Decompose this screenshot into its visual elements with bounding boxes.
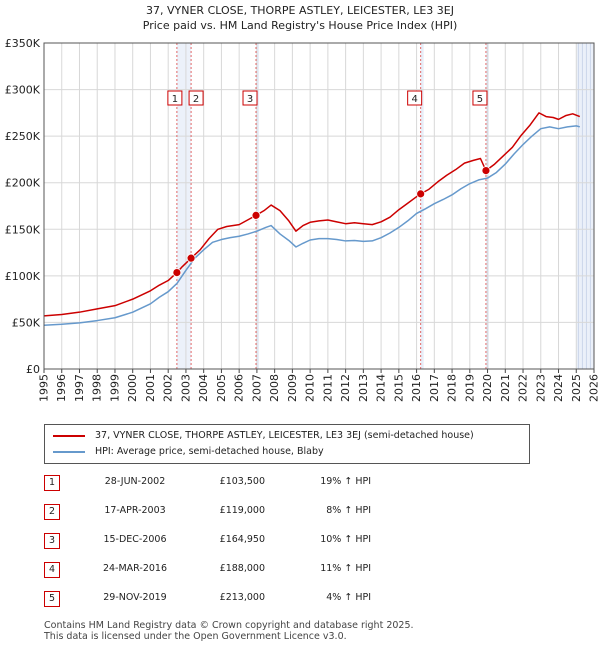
hpi-line: [43, 125, 581, 326]
y-tick-label: £100K: [5, 270, 41, 283]
sale-date: 24-MAR-2016: [102, 563, 168, 574]
sale-number-1: 1: [172, 94, 178, 105]
x-tick-label: 2004: [197, 374, 210, 402]
y-tick-label: £250K: [5, 130, 41, 143]
sale-number-2: 2: [193, 94, 199, 105]
sale-hpi-change: 10% ↑ HPI: [320, 534, 371, 545]
chart-title: 37, VYNER CLOSE, THORPE ASTLEY, LEICESTE…: [146, 4, 454, 17]
x-tick-label: 2006: [233, 374, 246, 402]
sale-marker-2: [186, 253, 196, 263]
x-tick-label: 2012: [339, 374, 352, 402]
y-tick-label: £300K: [5, 84, 41, 97]
x-tick-label: 2017: [428, 374, 441, 402]
x-tick-label: 1996: [55, 374, 68, 402]
x-tick-label: 2005: [215, 374, 228, 402]
x-tick-label: 2013: [357, 374, 370, 402]
sale-number-badge: 4: [44, 562, 60, 578]
x-tick-label: 1995: [38, 374, 51, 402]
sale-number-4: 4: [411, 94, 417, 105]
x-tick-label: 1999: [108, 374, 121, 402]
sales-table-row: 2 17-APR-2003 £119,000 8% ↑ HPI: [0, 503, 600, 523]
sale-marker-1: [172, 268, 182, 277]
sales-table-row: 5 29-NOV-2019 £213,000 4% ↑ HPI: [0, 590, 600, 610]
sale-number-3: 3: [247, 94, 253, 105]
sale-hpi-change: 8% ↑ HPI: [326, 505, 371, 516]
y-tick-label: £0: [26, 363, 40, 376]
sale-marker-4: [416, 189, 426, 199]
sale-price: £164,950: [219, 534, 265, 545]
sale-number-badge: 5: [44, 591, 60, 607]
footer-copyright: Contains HM Land Registry data © Crown c…: [44, 620, 414, 631]
x-tick-label: 2001: [144, 374, 157, 402]
plot-area: [44, 43, 594, 369]
x-tick-label: 1997: [73, 374, 86, 402]
legend-property-swatch: [53, 435, 85, 437]
sale-price: £213,000: [219, 592, 265, 603]
sale-marker-5: [481, 166, 491, 176]
sale-band-1-2: [176, 43, 192, 369]
sale-price: £103,500: [219, 476, 265, 487]
chart-subtitle: Price paid vs. HM Land Registry's House …: [142, 19, 458, 32]
x-tick-label: 2011: [321, 374, 334, 402]
sale-band-4: [420, 43, 424, 369]
sale-number-box-4: [407, 90, 423, 106]
sale-number-box-3: [242, 90, 258, 106]
legend: 37, VYNER CLOSE, THORPE ASTLEY, LEICESTE…: [44, 424, 530, 464]
legend-hpi-swatch: [53, 451, 85, 453]
x-tick-label: 1998: [91, 374, 104, 402]
x-tick-label: 2015: [392, 374, 405, 402]
y-tick-label: £150K: [5, 223, 41, 236]
legend-property-label: 37, VYNER CLOSE, THORPE ASTLEY, LEICESTE…: [95, 430, 474, 441]
x-tick-label: 2016: [410, 374, 423, 402]
x-tick-label: 2021: [499, 374, 512, 402]
x-tick-label: 2000: [126, 374, 139, 402]
sale-price: £119,000: [219, 505, 265, 516]
x-tick-label: 2024: [552, 374, 565, 402]
sale-number-box-1: [167, 90, 183, 106]
x-tick-label: 2003: [179, 374, 192, 402]
sales-table-row: 1 28-JUN-2002 £103,500 19% ↑ HPI: [0, 474, 600, 494]
sale-number-5: 5: [477, 94, 483, 105]
sale-hpi-change: 4% ↑ HPI: [326, 592, 371, 603]
x-tick-label: 2008: [268, 374, 281, 402]
sale-price: £188,000: [219, 563, 265, 574]
x-tick-label: 2022: [517, 374, 530, 402]
x-tick-label: 2002: [162, 374, 175, 402]
sale-marker-3: [251, 210, 261, 220]
legend-hpi-label: HPI: Average price, semi-detached house,…: [95, 446, 324, 457]
price-chart: £0 £50K £100K £150K £200K £250K £300K £350K 1995…: [5, 37, 600, 402]
footer-licence: This data is licensed under the Open Gov…: [44, 631, 347, 642]
sale-date: 17-APR-2003: [104, 505, 166, 516]
x-tick-label: 2014: [375, 374, 388, 402]
plot-frame: [43, 42, 595, 370]
sale-hpi-change: 11% ↑ HPI: [320, 563, 371, 574]
sale-date: 28-JUN-2002: [104, 476, 166, 487]
sale-number-badge: 2: [44, 504, 60, 520]
x-tick-label: 2007: [250, 374, 263, 402]
x-tick-label: 2026: [588, 374, 600, 402]
forecast-band: [576, 43, 594, 369]
y-tick-label: £200K: [5, 177, 41, 190]
x-tick-label: 2025: [570, 374, 583, 402]
x-tick-label: 2010: [304, 374, 317, 402]
x-tick-label: 2020: [481, 374, 494, 402]
sales-table-row: 3 15-DEC-2006 £164,950 10% ↑ HPI: [0, 532, 600, 552]
sale-number-badge: 3: [44, 533, 60, 549]
x-tick-label: 2019: [463, 374, 476, 402]
sale-number-badge: 1: [44, 475, 60, 491]
sale-hpi-change: 19% ↑ HPI: [320, 476, 371, 487]
sales-table-row: 4 24-MAR-2016 £188,000 11% ↑ HPI: [0, 561, 600, 581]
x-tick-label: 2023: [534, 374, 547, 402]
y-tick-label: £50K: [12, 316, 41, 329]
sale-date: 29-NOV-2019: [103, 592, 167, 603]
sale-date: 15-DEC-2006: [103, 534, 167, 545]
y-tick-label: £350K: [5, 37, 41, 50]
sale-number-box-2: [188, 90, 204, 106]
sale-number-box-5: [472, 90, 488, 106]
sale-band-3: [256, 43, 260, 369]
x-tick-label: 2018: [446, 374, 459, 402]
x-tick-label: 2009: [286, 374, 299, 402]
